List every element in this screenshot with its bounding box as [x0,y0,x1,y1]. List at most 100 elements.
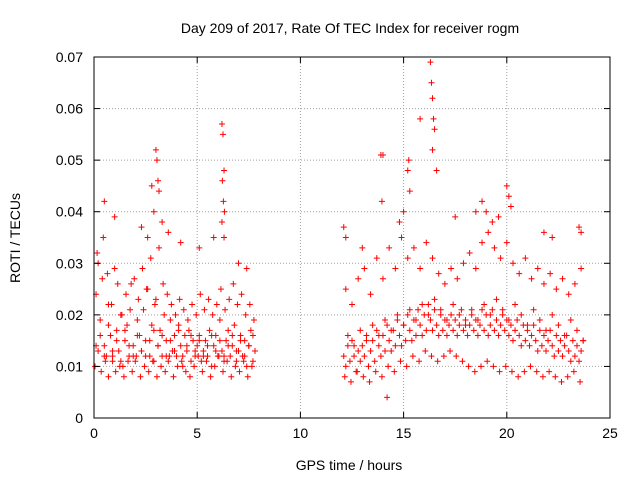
data-point-1-52 [448,311,455,318]
data-point-1-220 [499,306,506,313]
data-point-1-225 [530,306,537,313]
data-point-1-255 [540,229,547,236]
data-point-1-246 [433,167,440,174]
data-point-1-199 [369,322,376,329]
data-point-1-175 [460,260,467,267]
data-point-1-186 [528,275,535,282]
data-point-0-123 [118,311,125,318]
data-point-0-155 [250,317,257,324]
data-point-0-79 [95,347,102,354]
y-tick-label: 0 [75,410,83,426]
data-point-1-180 [491,244,498,251]
data-point-0-82 [105,373,112,380]
data-point-0-133 [160,280,167,287]
data-point-1-103 [553,332,560,339]
data-point-0-147 [217,286,224,293]
data-point-0-169 [146,353,153,360]
data-point-0-138 [180,306,187,313]
data-point-0-171 [154,342,161,349]
data-point-1-173 [448,265,455,272]
data-point-0-84 [112,368,119,375]
data-point-1-78 [501,327,508,334]
data-point-1-136 [459,358,466,365]
data-point-1-40 [423,327,430,334]
data-point-0-208 [218,219,225,226]
data-point-1-241 [428,79,435,86]
data-point-1-191 [559,275,566,282]
data-point-1-65 [474,332,481,339]
data-point-0-182 [200,353,207,360]
data-point-1-47 [437,311,444,318]
data-point-1-208 [425,311,432,318]
data-point-0-149 [226,296,233,303]
data-point-1-129 [416,358,423,365]
data-point-1-126 [397,358,404,365]
data-point-1-110 [567,358,574,365]
data-point-1-71 [487,322,494,329]
y-tick-label: 0.02 [56,307,83,323]
data-point-0-168 [142,337,149,344]
data-point-1-121 [366,378,373,385]
data-point-0-153 [242,311,249,318]
data-point-1-28 [398,342,405,349]
data-point-1-261 [359,244,366,251]
data-point-1-8 [357,358,364,365]
data-point-1-174 [454,275,461,282]
data-point-0-55 [206,327,213,334]
data-point-1-185 [522,255,529,262]
data-point-1-247 [417,115,424,122]
data-point-1-171 [435,270,442,277]
data-point-0-64 [225,327,232,334]
data-point-1-120 [360,373,367,380]
x-tick-label: 10 [293,425,309,441]
data-point-1-257 [576,224,583,231]
data-point-1-42 [427,317,434,324]
data-point-1-170 [429,255,436,262]
data-point-1-139 [478,363,484,370]
data-point-0-218 [235,260,242,267]
data-point-0-202 [218,121,225,128]
data-point-1-214 [462,322,469,329]
data-point-0-31 [157,327,164,334]
data-point-0-33 [161,311,168,318]
data-point-1-53 [450,327,457,334]
data-point-1-176 [466,249,473,256]
data-point-0-199 [148,182,155,189]
data-point-1-258 [578,229,585,236]
data-point-0-57 [210,342,217,349]
data-point-0-27 [148,322,155,329]
data-point-0-39 [173,353,180,360]
data-point-1-233 [580,337,587,344]
data-point-0-44 [183,347,190,354]
data-point-0-93 [149,358,156,365]
data-point-1-81 [507,322,514,329]
data-point-0-203 [220,131,226,138]
data-point-0-9 [111,265,118,272]
data-point-1-75 [495,332,502,339]
data-point-0-159 [105,322,112,329]
data-point-1-59 [462,317,469,324]
data-point-0-180 [192,347,199,354]
data-point-0-36 [167,317,174,324]
data-point-0-152 [238,291,245,298]
data-point-1-237 [404,167,411,174]
data-point-1-26 [394,317,401,324]
data-point-1-152 [558,378,565,385]
data-point-0-210 [101,198,108,205]
data-point-0-85 [116,363,123,370]
data-point-0-42 [179,363,186,370]
data-point-0-177 [179,353,186,360]
data-point-1-113 [573,342,580,349]
data-point-1-239 [406,188,413,195]
data-point-1-14 [369,337,376,344]
data-point-1-60 [464,332,471,339]
data-point-0-113 [232,363,239,370]
data-point-0-146 [213,301,220,308]
data-point-1-172 [441,280,448,287]
data-point-1-107 [561,342,568,349]
data-point-1-80 [505,332,512,339]
data-point-0-103 [191,363,198,370]
data-point-0-43 [181,332,188,339]
data-point-1-98 [543,347,550,354]
